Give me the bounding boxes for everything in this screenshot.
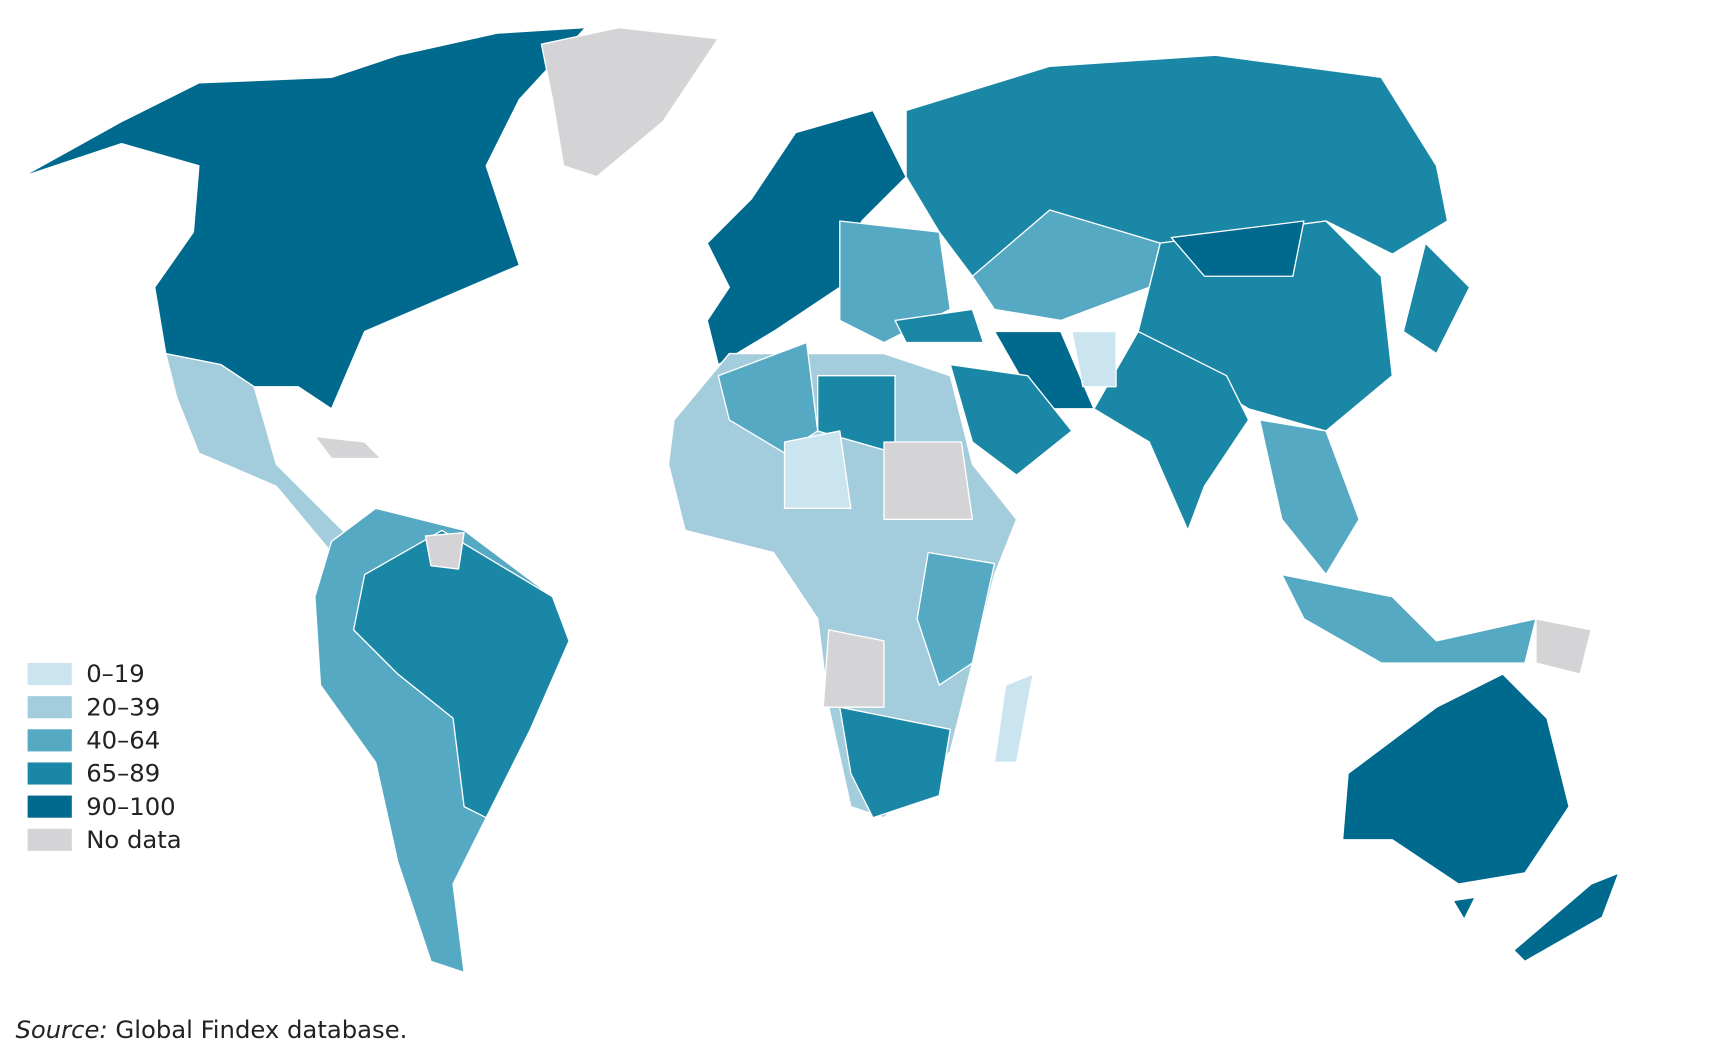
- turkey: [894, 308, 985, 344]
- source-prefix: Source:: [15, 1015, 107, 1044]
- angola: [822, 629, 885, 708]
- legend-swatch: [27, 795, 72, 818]
- legend-label: 65–89: [86, 759, 160, 788]
- indonesia: [1281, 573, 1537, 664]
- australia: [1341, 673, 1570, 885]
- legend-label: 90–100: [86, 792, 175, 821]
- world-map: [21, 26, 1620, 974]
- southeast-asia: [1259, 419, 1360, 576]
- india: [1093, 330, 1250, 532]
- southern-africa: [839, 706, 951, 819]
- mongolia: [1170, 220, 1305, 277]
- north-america: [21, 26, 587, 410]
- legend-swatch: [27, 696, 72, 719]
- new-zealand: [1513, 872, 1620, 963]
- madagascar: [993, 673, 1034, 764]
- afghanistan: [1071, 330, 1117, 388]
- sudan: [883, 441, 974, 521]
- legend-label: 40–64: [86, 725, 160, 754]
- saudi-arabia: [949, 363, 1073, 476]
- caribbean: [314, 435, 382, 460]
- guianas: [424, 531, 465, 570]
- map-body: 0–19 20–39 40–64 65–89 90–100 No data Source:…: [15, 26, 1620, 1044]
- legend-swatch: [27, 663, 72, 686]
- legend-swatch: [27, 729, 72, 752]
- japan: [1402, 242, 1471, 355]
- legend-swatch: [27, 828, 72, 851]
- source-note: Source: Global Findex database.: [15, 1015, 407, 1044]
- legend-swatch: [27, 762, 72, 785]
- brazil: [352, 529, 570, 819]
- source-text: Global Findex database.: [115, 1015, 407, 1044]
- legend-label: 0–19: [86, 659, 145, 688]
- legend-label: No data: [86, 825, 182, 854]
- legend: 0–19 20–39 40–64 65–89 90–100 No data: [27, 659, 182, 854]
- papua: [1535, 618, 1592, 675]
- east-africa: [916, 551, 996, 686]
- legend-label: 20–39: [86, 692, 160, 721]
- niger: [783, 430, 852, 509]
- greenland: [540, 26, 719, 178]
- tasmania: [1452, 896, 1476, 921]
